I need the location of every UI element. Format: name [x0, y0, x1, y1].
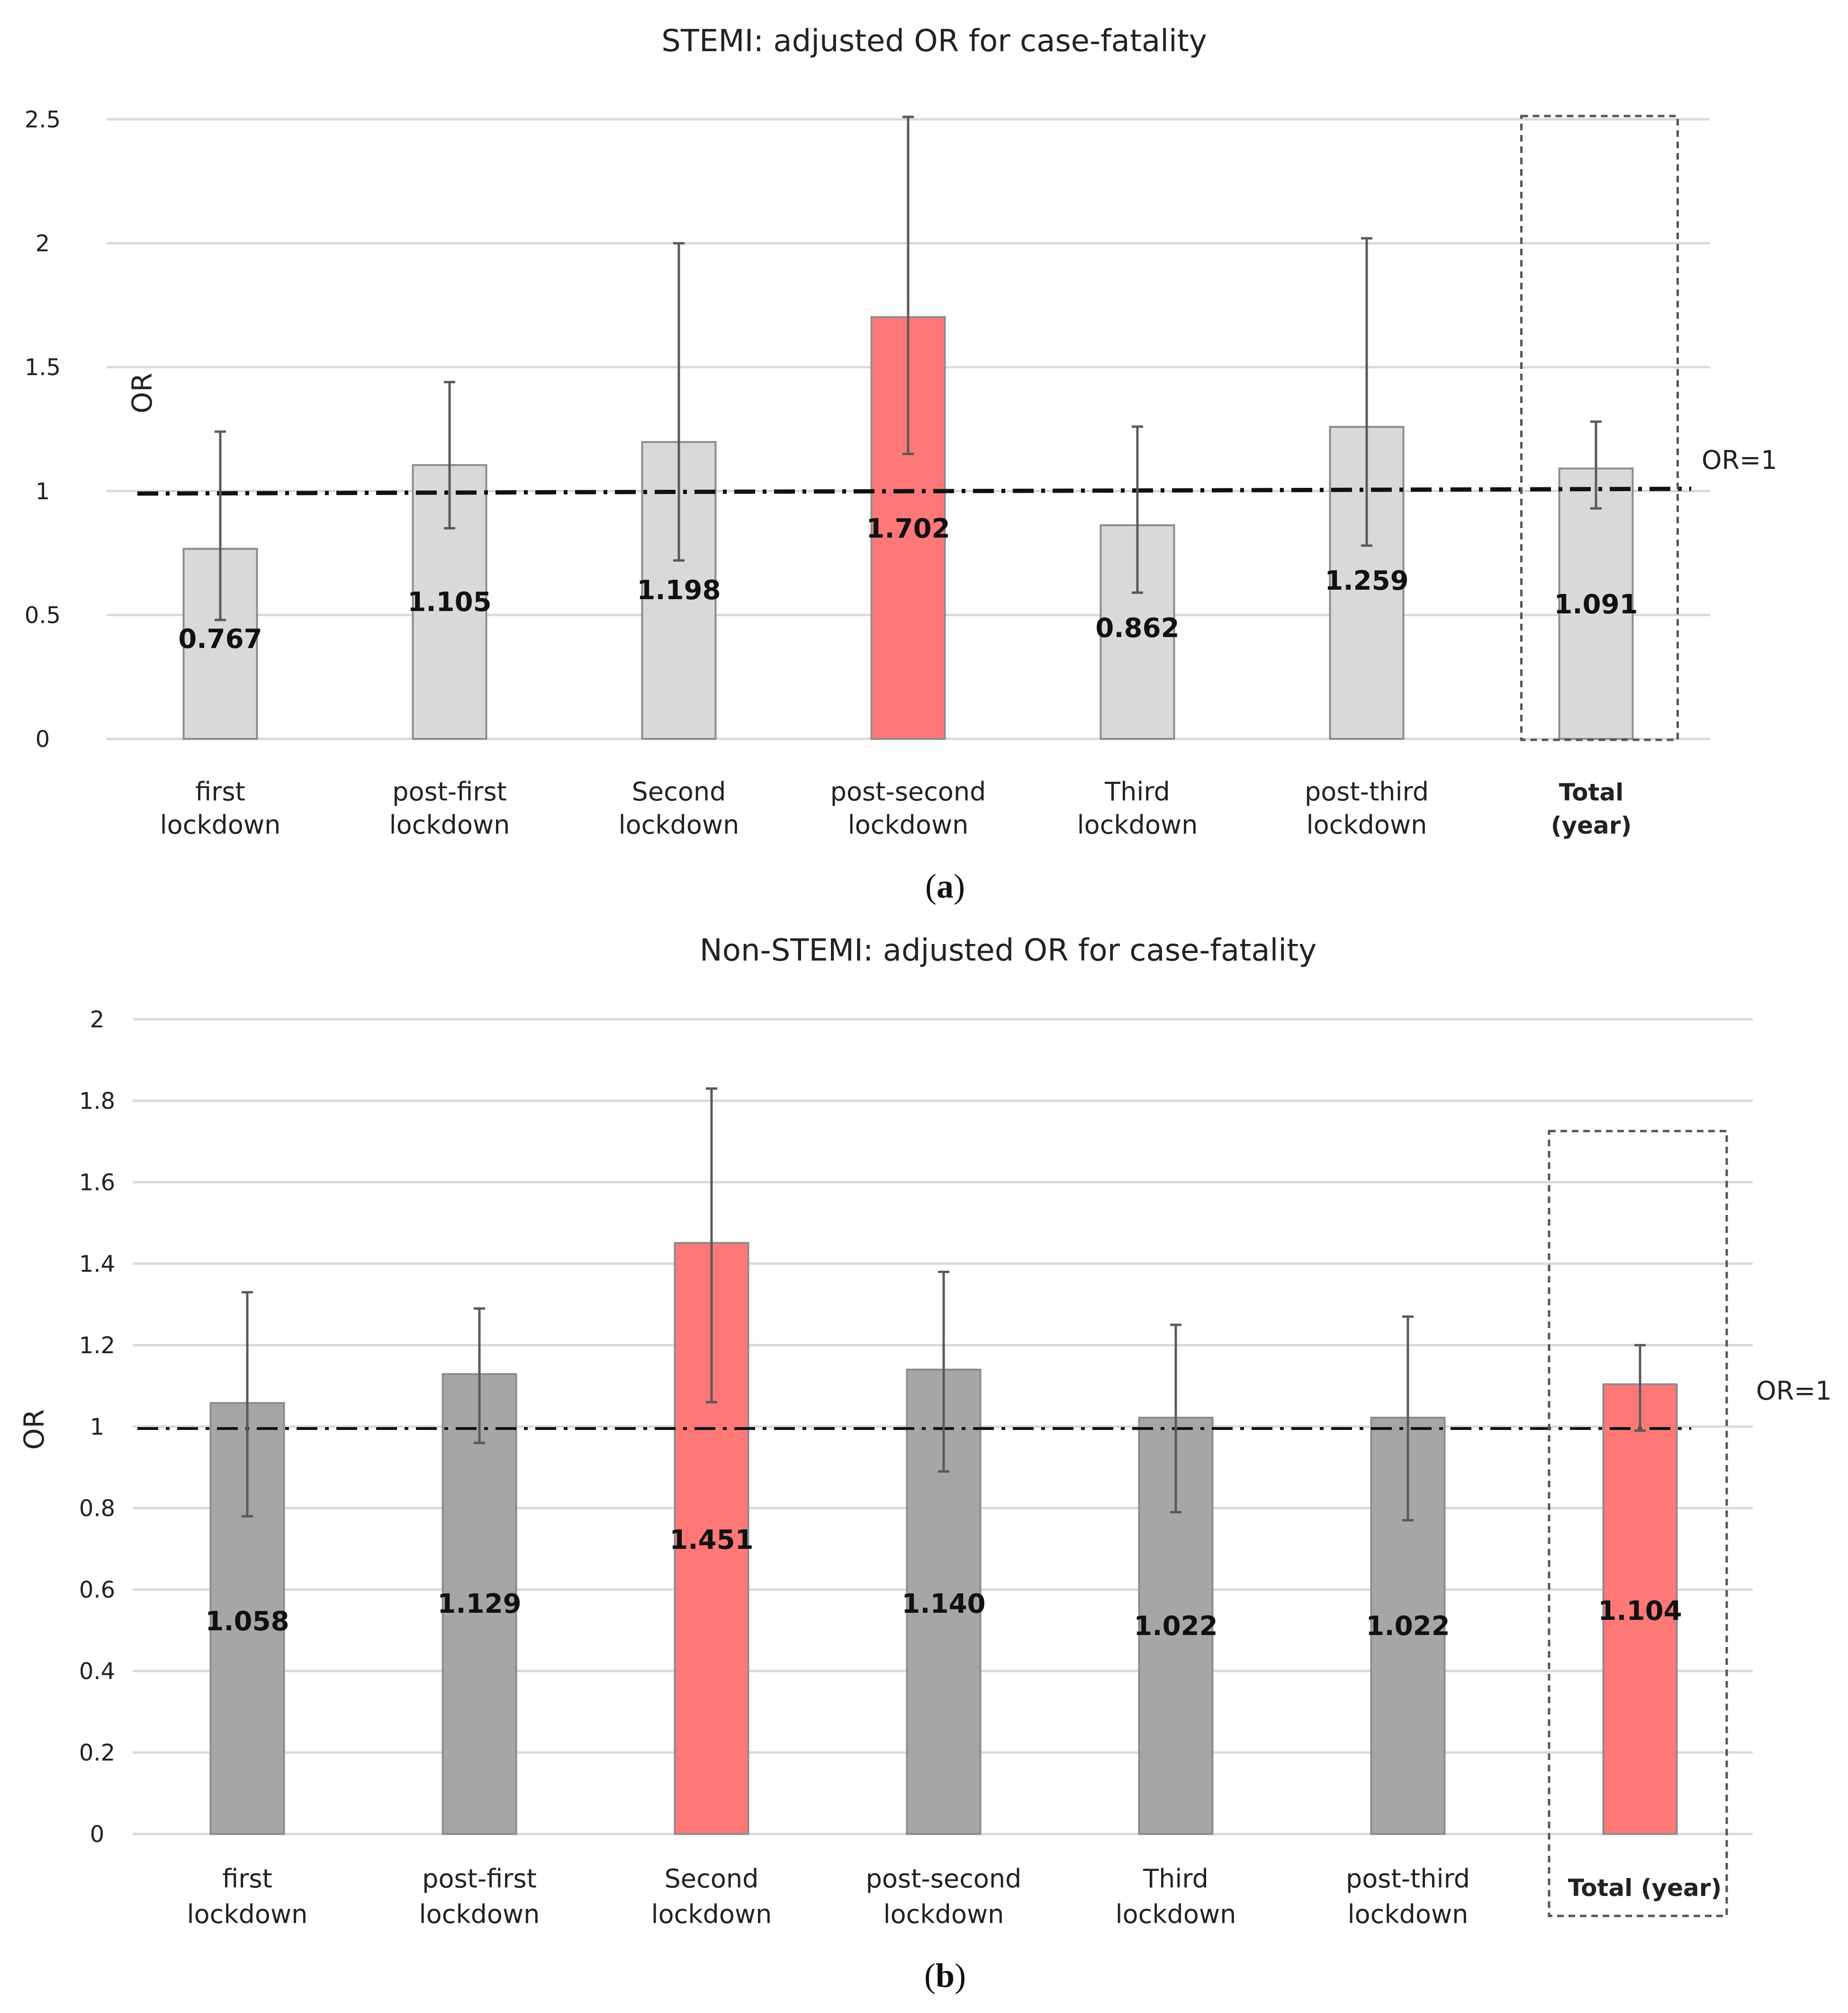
y-axis-label: OR — [126, 373, 158, 413]
bar — [209, 1402, 285, 1835]
total-highlight-box — [1520, 115, 1679, 741]
category-label: lockdown — [848, 810, 969, 840]
chart-stemi: STEMI: adjusted OR for case-fatality 0 0.5… — [25, 24, 1777, 905]
chart-title: STEMI: adjusted OR for case-fatality — [661, 24, 1207, 59]
y-tick-label: 2 — [90, 1006, 105, 1033]
y-tick-label: 0.4 — [79, 1658, 115, 1685]
y-tick-label: 0.8 — [79, 1495, 115, 1522]
category-label: lockdown — [619, 810, 739, 840]
value-label: 1.104 — [1598, 1596, 1682, 1627]
category-label: Third — [1143, 1864, 1208, 1894]
panel-caption: (a) — [925, 867, 965, 905]
y-tick-label: 1.6 — [79, 1169, 115, 1196]
value-label: 1.091 — [1554, 589, 1638, 620]
category-label: post-second — [830, 777, 986, 807]
y-tick-label: 2.5 — [25, 107, 61, 133]
y-tick-label: 1.4 — [79, 1251, 115, 1277]
y-tick-label: 1 — [36, 478, 50, 505]
value-label: 1.058 — [205, 1606, 289, 1637]
value-label: 1.451 — [669, 1525, 753, 1555]
reference-label: OR=1 — [1702, 445, 1777, 475]
category-label: (year) — [1551, 812, 1632, 839]
y-tick-label: 0.6 — [79, 1577, 115, 1603]
category-label: post-third — [1346, 1864, 1470, 1894]
y-tick-label: 0.2 — [79, 1740, 115, 1766]
y-tick-label: 1.8 — [79, 1088, 115, 1114]
value-label: 1.259 — [1325, 566, 1408, 596]
bar — [442, 1373, 517, 1835]
total-highlight-box — [1548, 1130, 1728, 1917]
chart-title: Non-STEMI: adjusted OR for case-fatality — [700, 933, 1316, 968]
value-label: 1.105 — [407, 587, 491, 618]
category-label: Total — [1559, 779, 1624, 806]
category-label: post-third — [1305, 777, 1429, 807]
category-label: first — [222, 1864, 272, 1894]
category-label: lockdown — [1348, 1899, 1469, 1929]
category-label: lockdown — [419, 1899, 540, 1929]
category-label: first — [195, 777, 245, 807]
value-label: 1.129 — [437, 1589, 521, 1619]
y-axis-label: OR — [18, 1409, 50, 1450]
category-label: lockdown — [1077, 810, 1198, 840]
category-label: Third — [1104, 777, 1170, 807]
category-label: lockdown — [883, 1899, 1004, 1929]
bar — [1602, 1383, 1678, 1835]
value-label: 0.862 — [1095, 613, 1179, 644]
value-label: 1.022 — [1366, 1611, 1450, 1642]
bar — [1558, 467, 1634, 740]
y-tick-label: 1.5 — [25, 354, 61, 381]
category-label: Second — [665, 1864, 759, 1894]
y-tick-label: 0 — [90, 1821, 105, 1848]
panel-letter: b — [936, 1957, 955, 1995]
panel-caption: (b) — [924, 1957, 966, 1995]
value-label: 0.767 — [178, 624, 262, 655]
reference-line — [137, 486, 1692, 496]
panel-letter: a — [937, 867, 954, 905]
value-label: 1.702 — [866, 513, 950, 544]
category-label: lockdown — [389, 810, 510, 840]
reference-label: OR=1 — [1756, 1376, 1832, 1406]
category-label: post-first — [422, 1864, 537, 1894]
category-label: lockdown — [1307, 810, 1427, 840]
y-tick-label: 1.2 — [79, 1332, 115, 1359]
category-label: post-second — [866, 1864, 1022, 1894]
value-label: 1.140 — [901, 1589, 985, 1619]
category-label: lockdown — [651, 1899, 772, 1929]
category-label: lockdown — [1116, 1899, 1236, 1929]
category-label: Total (year) — [1568, 1874, 1722, 1902]
category-label: lockdown — [160, 810, 281, 840]
value-label: 1.022 — [1134, 1611, 1217, 1642]
value-label: 1.198 — [637, 575, 721, 606]
category-label: post-first — [392, 777, 507, 807]
category-label: Second — [632, 777, 726, 807]
y-tick-label: 0.5 — [25, 602, 61, 629]
chart-non-stemi: Non-STEMI: adjusted OR for case-fatality… — [18, 933, 1832, 1995]
y-tick-label: 2 — [36, 231, 50, 257]
category-label: lockdown — [187, 1899, 308, 1929]
y-tick-label: 0 — [36, 726, 50, 753]
y-tick-label: 1 — [90, 1414, 105, 1440]
